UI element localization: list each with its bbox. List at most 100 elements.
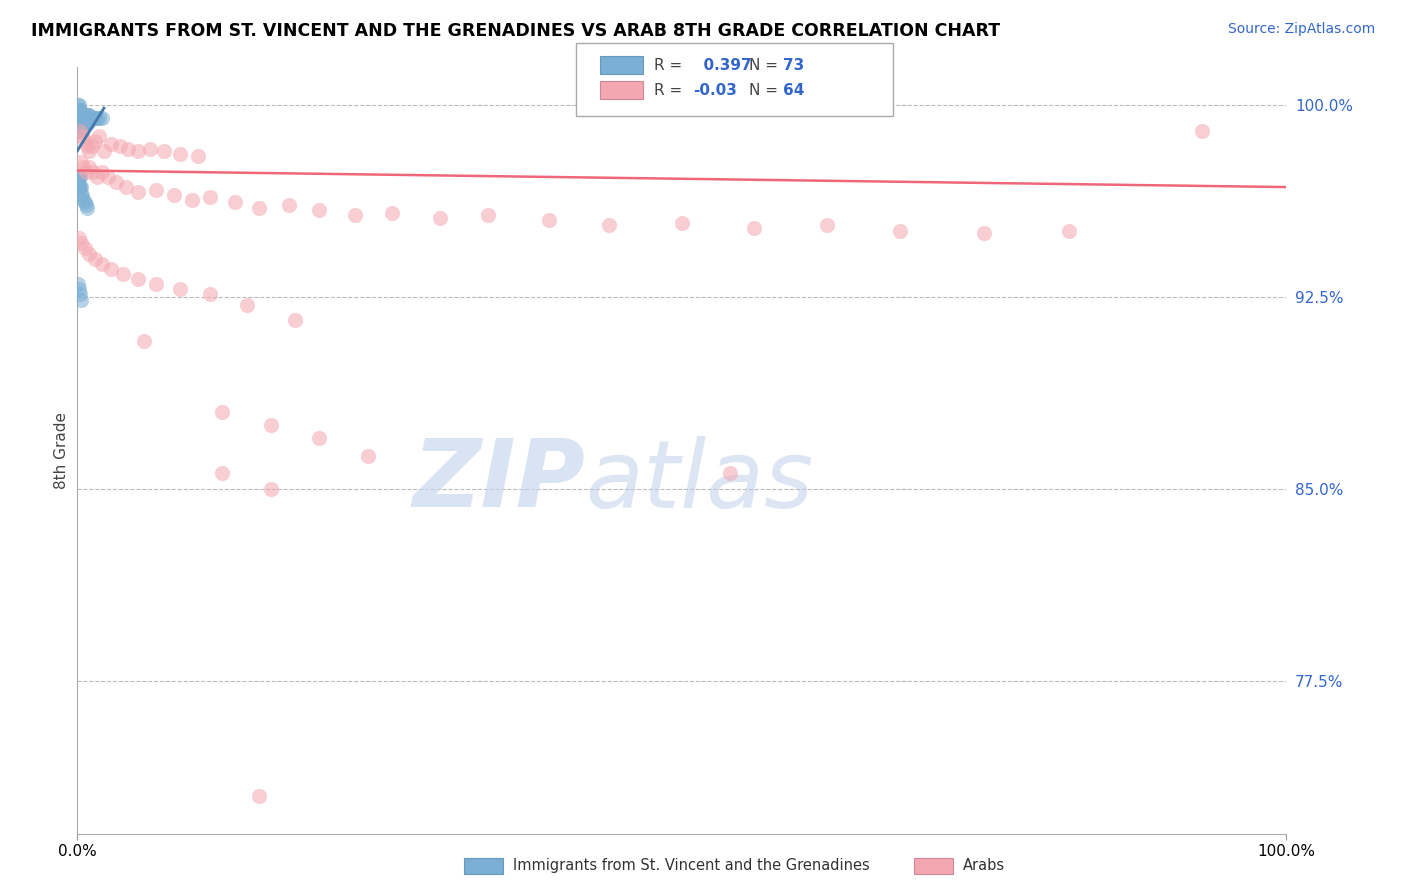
Point (69, 116, 91, 130)
Point (72, 119, 94, 133)
Point (381, 205, 404, 219)
Point (76, 201, 98, 215)
Point (83, 111, 105, 125)
Text: N =: N = (749, 58, 779, 72)
Point (84, 134, 107, 148)
Point (84, 252, 107, 266)
Point (84, 111, 107, 125)
Point (247, 201, 270, 215)
Point (79, 111, 101, 125)
Point (69, 124, 91, 138)
Point (69, 103, 91, 118)
Point (235, 298, 257, 312)
Point (247, 789, 270, 803)
Point (260, 482, 283, 496)
Point (127, 145, 149, 159)
Point (224, 195, 246, 210)
Point (537, 213, 560, 227)
Point (79, 108, 101, 122)
Point (86, 169, 108, 184)
Point (66, 119, 89, 133)
Point (69, 106, 91, 120)
Point (70, 236, 93, 251)
Text: 0.397: 0.397 (693, 58, 752, 72)
Point (66, 98, 89, 112)
Point (80, 111, 103, 125)
Point (70, 180, 93, 194)
Point (67, 180, 90, 194)
Point (79, 160, 101, 174)
Point (308, 431, 330, 445)
Point (73, 116, 96, 130)
Point (75, 165, 97, 179)
Point (344, 208, 367, 222)
Point (72, 113, 94, 128)
Point (66, 180, 89, 194)
Point (70, 128, 93, 143)
Point (69, 113, 91, 128)
Point (76, 139, 98, 153)
Text: Source: ZipAtlas.com: Source: ZipAtlas.com (1227, 22, 1375, 37)
Point (69, 180, 91, 194)
Point (70, 116, 93, 130)
Point (477, 208, 499, 222)
Point (67, 119, 90, 133)
Point (69, 119, 91, 133)
Point (66, 103, 89, 118)
Text: IMMIGRANTS FROM ST. VINCENT AND THE GRENADINES VS ARAB 8TH GRADE CORRELATION CHA: IMMIGRANTS FROM ST. VINCENT AND THE GREN… (31, 22, 1000, 40)
Point (70, 108, 93, 122)
Point (67, 231, 90, 245)
Point (70, 116, 93, 130)
Point (76, 108, 98, 122)
Text: Arabs: Arabs (963, 858, 1005, 872)
Point (145, 183, 167, 197)
Point (671, 216, 693, 230)
Point (67, 98, 90, 112)
Point (187, 149, 209, 163)
Point (90, 257, 112, 271)
Point (139, 142, 162, 156)
Point (75, 116, 97, 130)
Y-axis label: 8th Grade: 8th Grade (53, 412, 69, 489)
Point (70, 106, 93, 120)
Point (80, 139, 103, 153)
Point (100, 136, 122, 151)
Point (200, 190, 222, 204)
Point (356, 449, 378, 463)
Point (70, 111, 93, 125)
Point (163, 187, 186, 202)
Point (77, 108, 100, 122)
Text: R =: R = (654, 58, 682, 72)
Point (70, 116, 93, 130)
Point (79, 246, 101, 260)
Point (211, 405, 233, 419)
Point (67, 282, 90, 296)
Point (73, 108, 96, 122)
Point (67, 169, 90, 184)
Point (73, 242, 96, 256)
Point (100, 261, 122, 276)
Point (75, 198, 97, 212)
Point (308, 203, 330, 218)
Text: 73: 73 (783, 58, 804, 72)
Point (1191, 124, 1213, 138)
Point (1057, 223, 1080, 237)
Point (96, 169, 118, 184)
Point (211, 467, 233, 481)
Point (67, 113, 90, 128)
Point (66, 169, 89, 184)
Point (598, 219, 620, 233)
Point (114, 180, 136, 194)
Point (66, 108, 89, 122)
Point (815, 219, 838, 233)
Point (278, 198, 301, 212)
Point (67, 108, 90, 122)
Point (87, 128, 110, 143)
Point (69, 287, 91, 301)
Point (181, 193, 204, 207)
Point (429, 211, 451, 225)
Point (117, 142, 139, 156)
Point (260, 417, 283, 432)
Text: R =: R = (654, 83, 682, 97)
Point (889, 223, 911, 237)
